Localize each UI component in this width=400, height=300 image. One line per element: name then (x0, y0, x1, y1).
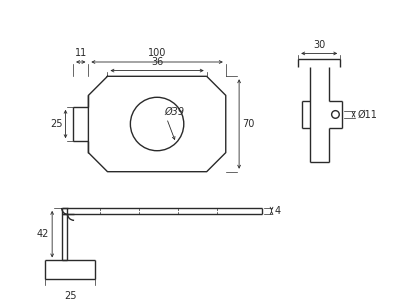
Text: Ø39: Ø39 (165, 106, 185, 116)
Text: 25: 25 (50, 119, 63, 129)
Text: 25: 25 (64, 291, 76, 300)
Text: 36: 36 (151, 57, 163, 67)
Text: 70: 70 (242, 119, 254, 129)
Text: 42: 42 (37, 229, 49, 239)
Text: 100: 100 (148, 48, 166, 58)
Text: 4: 4 (274, 206, 280, 216)
Text: 11: 11 (75, 48, 87, 58)
Text: Ø11: Ø11 (357, 110, 377, 119)
Text: 30: 30 (313, 40, 325, 50)
